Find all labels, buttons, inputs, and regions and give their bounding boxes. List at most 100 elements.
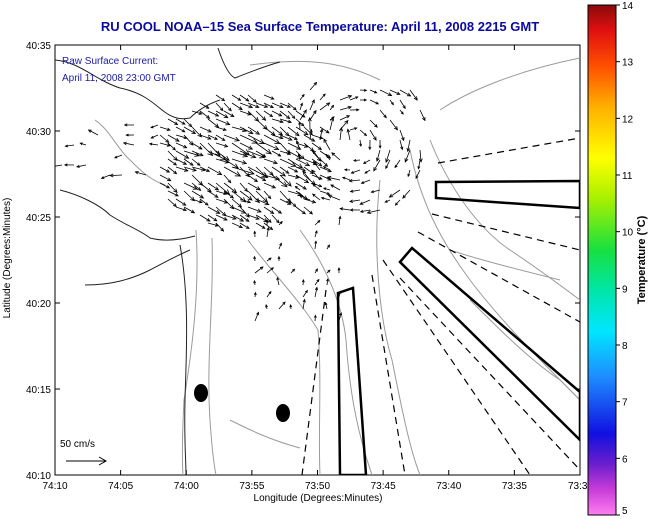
current-vector — [326, 269, 331, 274]
current-vector — [265, 219, 269, 226]
current-vector — [263, 206, 275, 215]
current-vector — [253, 230, 257, 238]
current-vector — [290, 268, 296, 274]
current-vector — [265, 304, 268, 310]
bathymetry-contour — [469, 299, 580, 401]
current-vector — [167, 166, 178, 175]
current-vector — [263, 134, 281, 145]
current-vector — [301, 278, 305, 286]
bathymetry-contour — [439, 57, 580, 111]
current-vector — [289, 303, 293, 310]
current-vector — [207, 190, 219, 198]
y-tick-label: 40:35 — [26, 41, 51, 52]
current-vector — [299, 93, 305, 101]
current-vector — [159, 174, 172, 182]
current-vector — [167, 150, 178, 162]
current-vector — [223, 134, 241, 142]
current-vector — [418, 149, 423, 163]
current-vector — [359, 129, 368, 137]
current-vector — [307, 116, 312, 131]
current-vector — [199, 126, 212, 133]
current-vector — [404, 149, 411, 163]
current-vector — [303, 134, 316, 142]
current-vector — [384, 199, 391, 203]
current-vector — [359, 139, 363, 148]
current-vector — [359, 98, 368, 102]
current-vector — [191, 190, 205, 199]
current-vector — [346, 128, 351, 141]
shipping-lanes — [336, 179, 580, 475]
colorbar-tick-label: 9 — [622, 284, 628, 295]
current-vector — [175, 142, 188, 149]
current-vector — [343, 168, 351, 172]
current-vector — [199, 198, 209, 206]
current-vector — [369, 129, 377, 141]
current-vector — [311, 193, 321, 201]
current-vectors — [55, 81, 426, 322]
current-vector — [175, 166, 189, 172]
current-vector — [114, 154, 123, 159]
x-tick-label: 74:05 — [108, 481, 133, 492]
current-vector — [339, 115, 351, 121]
lane-boundary — [382, 259, 531, 475]
current-vector — [239, 94, 250, 102]
y-tick-label: 40:25 — [26, 213, 51, 224]
current-vector — [255, 222, 266, 229]
current-vector — [255, 150, 267, 158]
current-vector — [239, 214, 250, 222]
current-vector — [239, 102, 254, 109]
current-vector — [167, 158, 178, 166]
current-vector — [399, 89, 412, 97]
current-vector — [338, 215, 342, 226]
current-vector — [319, 93, 326, 101]
current-vector — [341, 176, 351, 181]
current-vector — [299, 109, 307, 121]
sensor-marker — [194, 384, 208, 402]
current-vector — [247, 206, 262, 213]
coastline — [55, 47, 281, 475]
current-vector — [324, 301, 328, 310]
lane-box-southeast — [398, 246, 580, 442]
current-vector — [322, 166, 331, 171]
current-vector — [359, 88, 368, 92]
current-vector — [419, 109, 426, 122]
lane-boundary — [399, 277, 580, 471]
current-vector — [295, 150, 305, 160]
current-vector — [326, 175, 341, 181]
current-vector — [79, 142, 87, 146]
current-vector — [100, 174, 111, 179]
current-vector — [287, 166, 299, 173]
current-vector — [319, 126, 330, 134]
current-vector — [379, 109, 387, 119]
lane-box-south — [336, 286, 368, 475]
current-vector — [278, 301, 286, 310]
current-vector — [312, 149, 321, 161]
current-vector — [312, 183, 321, 191]
current-vector — [271, 118, 284, 124]
current-vector — [359, 209, 371, 213]
current-vector — [207, 206, 221, 214]
current-vector — [319, 102, 331, 111]
current-vector — [76, 164, 87, 168]
current-vector — [320, 196, 331, 201]
current-vector — [183, 150, 200, 157]
lane-boundary — [437, 137, 580, 164]
current-vector — [339, 105, 353, 111]
current-vector — [231, 222, 243, 229]
current-vector — [326, 244, 330, 250]
colorbar-tick-label: 7 — [622, 398, 628, 409]
current-vector — [175, 118, 186, 125]
current-vector — [167, 134, 180, 142]
current-vector — [402, 189, 411, 199]
current-vector — [271, 166, 287, 177]
current-vector — [330, 184, 341, 191]
current-vector — [247, 126, 261, 135]
current-vector — [370, 189, 381, 194]
x-tick-label: 74:00 — [174, 481, 199, 492]
current-vector — [331, 152, 341, 161]
current-vector — [175, 150, 190, 159]
current-vector — [64, 144, 75, 148]
x-tick-label: 73:45 — [371, 481, 396, 492]
current-vector — [199, 166, 211, 172]
